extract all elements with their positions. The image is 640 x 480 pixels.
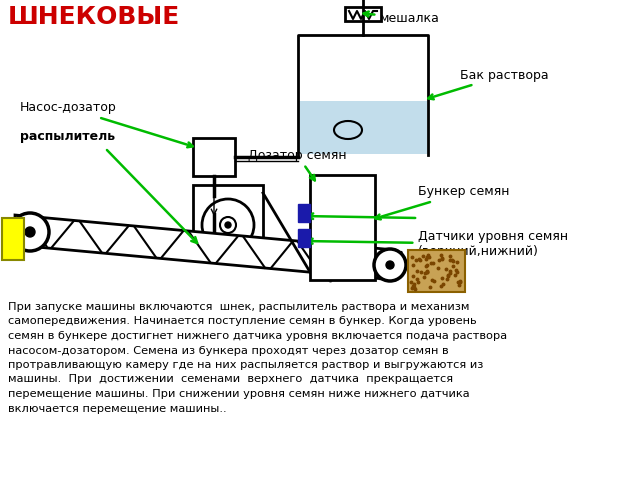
Text: перемещение машины. При снижении уровня семян ниже нижнего датчика: перемещение машины. При снижении уровня …: [8, 389, 470, 399]
Bar: [2, 218, 24, 260]
Bar: [193, 185, 263, 257]
Bar: [193, 138, 235, 176]
Text: мешалка: мешалка: [364, 12, 440, 24]
Bar: [298, 229, 310, 247]
Bar: [310, 175, 375, 280]
Circle shape: [386, 261, 394, 269]
Bar: [408, 250, 465, 292]
Text: Дозатор семян: Дозатор семян: [248, 148, 347, 180]
Bar: [299, 101, 427, 154]
Circle shape: [374, 249, 406, 281]
Text: самопередвижения. Начинается поступление семян в бункер. Когда уровень: самопередвижения. Начинается поступление…: [8, 316, 477, 326]
Text: машины.  При  достижении  семенами  верхнего  датчика  прекращается: машины. При достижении семенами верхнего…: [8, 374, 453, 384]
Text: распылитель: распылитель: [20, 130, 115, 143]
Bar: [345, 7, 381, 21]
Text: При запуске машины включаются  шнек, распылитель раствора и механизм: При запуске машины включаются шнек, расп…: [8, 302, 470, 312]
Text: насосом-дозатором. Семена из бункера проходят через дозатор семян в: насосом-дозатором. Семена из бункера про…: [8, 346, 449, 356]
Circle shape: [225, 222, 231, 228]
Text: включается перемещение машины..: включается перемещение машины..: [8, 404, 227, 413]
Text: Бак раствора: Бак раствора: [428, 69, 548, 99]
Circle shape: [11, 213, 49, 251]
Bar: [298, 204, 310, 222]
Text: семян в бункере достигнет нижнего датчика уровня включается подача раствора: семян в бункере достигнет нижнего датчик…: [8, 331, 507, 341]
Circle shape: [25, 227, 35, 237]
Text: протравливающую камеру где на них распыляется раствор и выгружаются из: протравливающую камеру где на них распыл…: [8, 360, 483, 370]
Polygon shape: [15, 215, 395, 280]
Text: Насос-дозатор: Насос-дозатор: [20, 101, 193, 147]
Text: Бункер семян: Бункер семян: [375, 185, 509, 219]
Text: ШНЕКОВЫЕ: ШНЕКОВЫЕ: [8, 5, 180, 29]
Text: Датчики уровня семян
(верхний,нижний): Датчики уровня семян (верхний,нижний): [308, 230, 568, 258]
